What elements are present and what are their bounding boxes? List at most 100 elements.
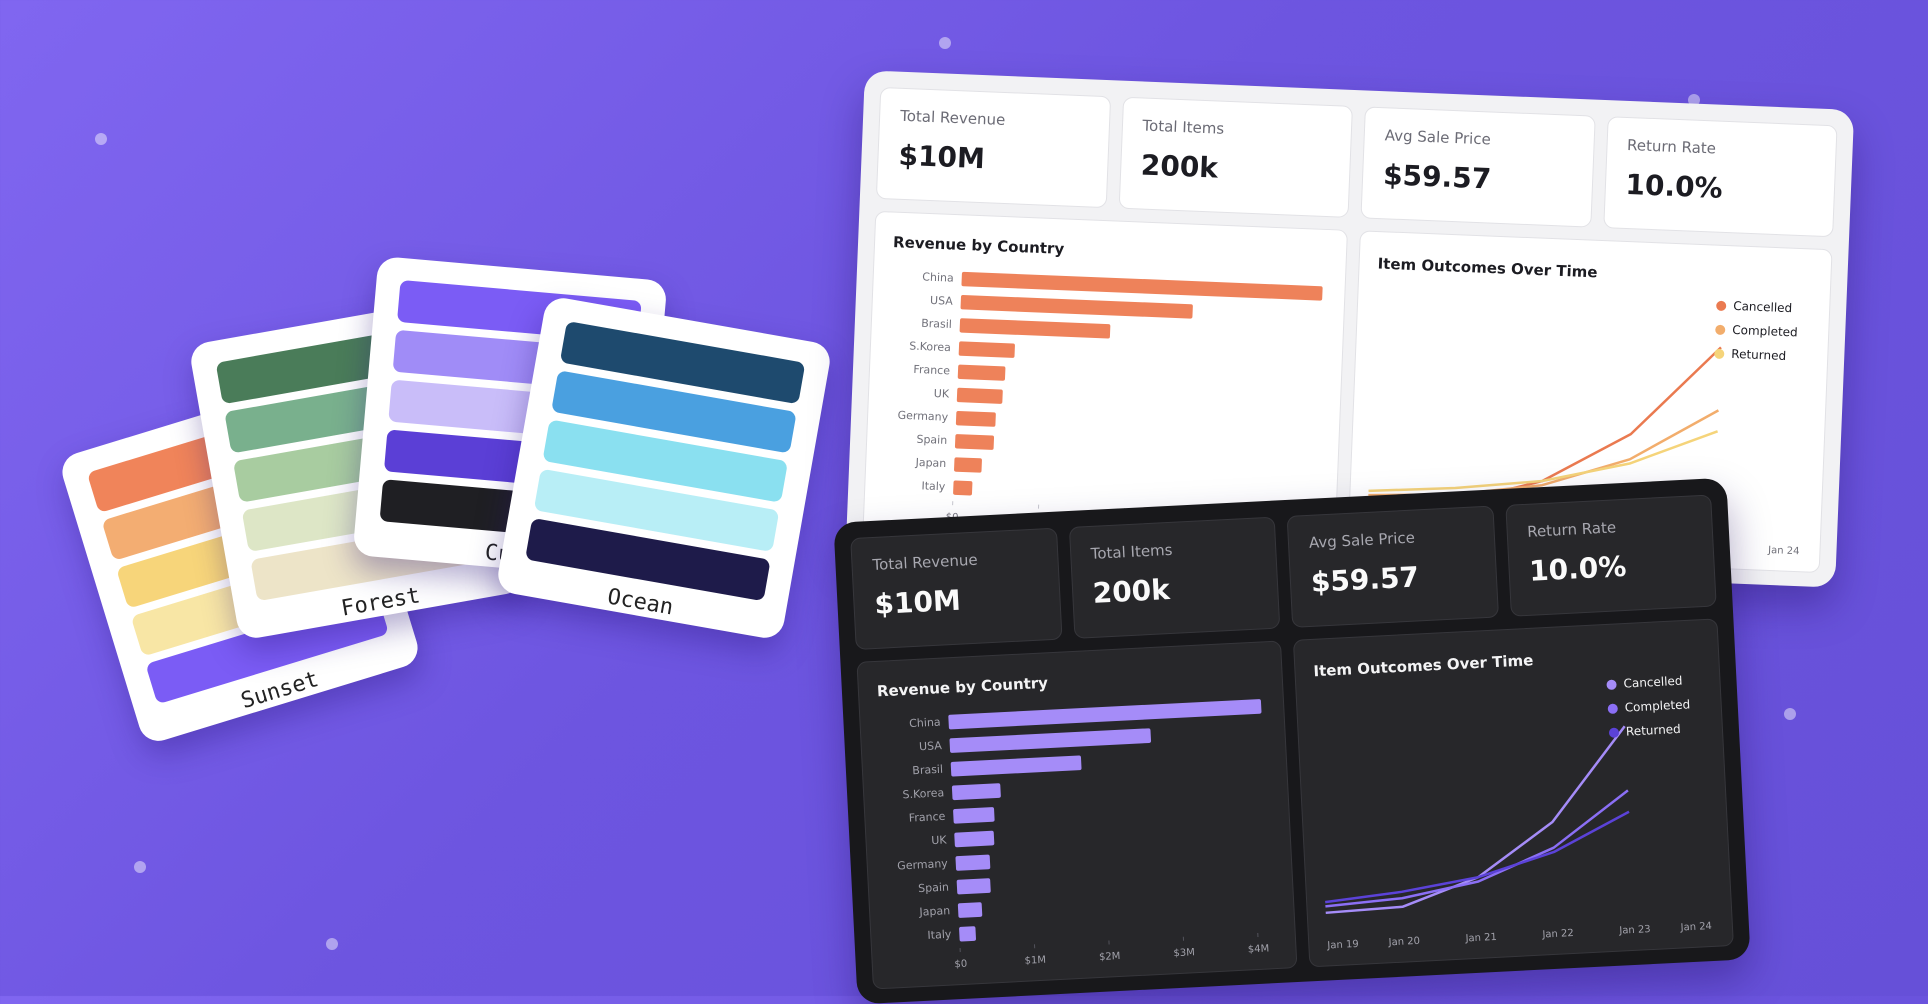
chart: Revenue by CountryChinaUSABrasilS.KoreaF… bbox=[857, 641, 1296, 986]
bar bbox=[953, 807, 995, 824]
kpi-value: 10.0% bbox=[1625, 168, 1815, 209]
kpi-card: Total Revenue $10M bbox=[850, 528, 1062, 650]
legend-swatch bbox=[1606, 680, 1616, 690]
bar bbox=[957, 388, 1003, 404]
y-tick-label: UK bbox=[931, 833, 948, 847]
series-line bbox=[1317, 726, 1633, 913]
y-tick-label: USA bbox=[930, 294, 954, 308]
x-tick-label: Jan 19 bbox=[1326, 939, 1359, 952]
x-tick-label: $3M bbox=[1173, 947, 1195, 959]
y-tick-label: Japan bbox=[918, 904, 950, 919]
kpi-card: Total Items 200k bbox=[1118, 97, 1353, 218]
bar bbox=[954, 457, 982, 472]
x-tick-label: $0 bbox=[954, 959, 967, 971]
legend-swatch bbox=[1716, 301, 1726, 311]
x-tick-label: Jan 24 bbox=[1679, 921, 1712, 934]
kpi-value: $10M bbox=[898, 139, 1088, 180]
bar bbox=[949, 728, 1151, 753]
x-tick-label: $2M bbox=[1099, 951, 1121, 963]
y-tick-label: Spain bbox=[918, 881, 949, 896]
legend-label: Cancelled bbox=[1733, 299, 1793, 315]
chart-panel: Item Outcomes Over Time Jan 19 Jan 20 Jan 2… bbox=[1293, 618, 1734, 967]
legend-swatch bbox=[1714, 349, 1724, 359]
kpi-label: Return Rate bbox=[1627, 136, 1816, 162]
decor-dot bbox=[939, 37, 951, 49]
bar bbox=[955, 434, 994, 450]
y-tick-label: S.Korea bbox=[909, 340, 951, 355]
y-tick-label: China bbox=[909, 716, 941, 731]
x-tick-label: Jan 23 bbox=[1618, 924, 1651, 937]
y-tick-label: Brasil bbox=[921, 317, 952, 331]
dashboard: Total Revenue $10M Total Items 200k Avg Sale… bbox=[833, 478, 1750, 1004]
chart-title: Revenue by Country bbox=[893, 233, 1065, 258]
y-tick-label: Italy bbox=[921, 479, 946, 493]
decor-dot bbox=[95, 133, 107, 145]
x-tick-label: Jan 24 bbox=[1767, 545, 1800, 557]
kpi-label: Total Revenue bbox=[872, 548, 1037, 574]
bar bbox=[951, 755, 1082, 776]
bar bbox=[948, 699, 1261, 729]
series-line bbox=[1321, 812, 1632, 902]
y-tick-label: UK bbox=[934, 387, 951, 401]
bar bbox=[958, 365, 1006, 381]
bar bbox=[960, 295, 1192, 319]
y-tick-label: France bbox=[909, 810, 946, 825]
kpi-card: Total Items 200k bbox=[1068, 517, 1280, 639]
kpi-label: Total Items bbox=[1090, 537, 1255, 563]
chart-title: Revenue by Country bbox=[877, 674, 1049, 701]
y-tick-label: Japan bbox=[914, 456, 946, 470]
y-tick-label: Spain bbox=[916, 433, 947, 447]
legend-label: Cancelled bbox=[1623, 674, 1683, 691]
kpi-label: Return Rate bbox=[1527, 515, 1692, 541]
kpi-card: Avg Sale Price $59.57 bbox=[1360, 106, 1595, 227]
bar bbox=[953, 480, 972, 495]
bar bbox=[959, 341, 1015, 358]
x-tick-label: $1M bbox=[1024, 955, 1046, 967]
kpi-value: 10.0% bbox=[1528, 546, 1694, 587]
bar bbox=[956, 411, 996, 427]
kpi-label: Total Revenue bbox=[900, 107, 1089, 133]
x-tick-label: Jan 20 bbox=[1387, 936, 1420, 949]
series-line bbox=[1320, 790, 1633, 906]
bar bbox=[958, 902, 983, 918]
y-tick-label: Germany bbox=[897, 409, 949, 424]
decor-dot bbox=[326, 938, 338, 950]
chart: Item Outcomes Over Time Jan 19 Jan 20 Jan 2… bbox=[1294, 619, 1733, 964]
kpi-label: Avg Sale Price bbox=[1384, 126, 1573, 152]
chart-title: Item Outcomes Over Time bbox=[1313, 651, 1534, 680]
bar bbox=[952, 783, 1001, 800]
kpi-card: Return Rate 10.0% bbox=[1505, 494, 1717, 616]
legend-label: Completed bbox=[1732, 323, 1798, 340]
kpi-label: Avg Sale Price bbox=[1309, 526, 1474, 552]
legend-swatch bbox=[1715, 325, 1725, 335]
bar bbox=[957, 878, 991, 894]
bar bbox=[954, 831, 994, 848]
bar bbox=[960, 318, 1111, 338]
y-tick-label: Brasil bbox=[912, 763, 943, 778]
y-tick-label: USA bbox=[919, 739, 943, 753]
kpi-value: 200k bbox=[1092, 569, 1258, 610]
kpi-value: $59.57 bbox=[1310, 558, 1476, 599]
y-tick-label: France bbox=[913, 363, 950, 377]
kpi-card: Return Rate 10.0% bbox=[1603, 116, 1838, 237]
legend-label: Returned bbox=[1626, 722, 1681, 739]
bar bbox=[959, 926, 976, 941]
chart-title: Item Outcomes Over Time bbox=[1377, 255, 1598, 282]
decor-dot bbox=[134, 861, 146, 873]
kpi-card: Avg Sale Price $59.57 bbox=[1287, 506, 1499, 628]
kpi-value: $59.57 bbox=[1383, 158, 1573, 199]
x-tick-label: Jan 22 bbox=[1541, 928, 1574, 941]
kpi-label: Total Items bbox=[1142, 117, 1331, 143]
legend-swatch bbox=[1608, 703, 1618, 713]
kpi-value: $10M bbox=[874, 580, 1040, 621]
y-tick-label: China bbox=[922, 270, 954, 284]
bar bbox=[955, 855, 990, 871]
kpi-value: 200k bbox=[1140, 148, 1330, 189]
bar bbox=[961, 272, 1322, 301]
y-tick-label: Italy bbox=[927, 928, 952, 942]
palette-card: Ocean bbox=[495, 295, 833, 641]
y-tick-label: Germany bbox=[897, 857, 949, 873]
